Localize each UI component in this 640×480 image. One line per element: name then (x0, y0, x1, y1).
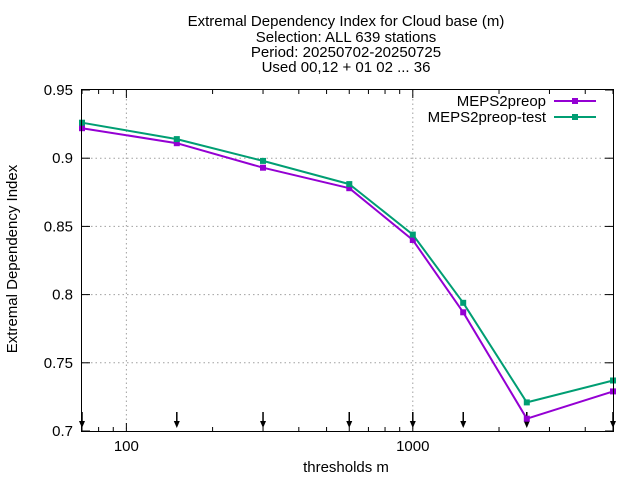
title-line-3: Period: 20250702-20250725 (251, 44, 441, 61)
title-line-1: Extremal Dependency Index for Cloud base… (188, 13, 505, 30)
x-axis-label: thresholds m (303, 459, 389, 476)
x-tick-label: 1000 (396, 438, 429, 455)
series-0 (79, 125, 616, 422)
legend-marker (572, 114, 578, 120)
plot-frame (81, 89, 614, 432)
threshold-arrow (460, 412, 467, 428)
title-line-2: Selection: ALL 639 stations (256, 29, 436, 46)
data-point (346, 181, 353, 188)
data-point (460, 309, 467, 316)
data-point (523, 399, 530, 406)
data-point (460, 299, 467, 306)
data-point (409, 237, 416, 243)
threshold-arrow (409, 412, 416, 428)
series-line (81, 127, 614, 420)
legend-entry-0: MEPS2preop (457, 93, 596, 110)
chart-title: Extremal Dependency Index for Cloud base… (188, 13, 505, 76)
data-point (523, 415, 530, 422)
series-line (81, 121, 614, 404)
y-tick-label: 0.9 (52, 150, 73, 167)
threshold-arrow (173, 412, 180, 428)
y-axis-label: Extremal Dependency Index (4, 164, 21, 353)
legend-entry-1: MEPS2preop-test (428, 109, 596, 126)
data-series (79, 119, 616, 422)
x-tick-label: 100 (114, 438, 139, 455)
data-point (173, 140, 180, 147)
threshold-arrow (346, 412, 353, 428)
legend-marker (572, 98, 578, 104)
legend-label: MEPS2preop (457, 93, 546, 110)
legend-label: MEPS2preop-test (428, 109, 547, 126)
data-point (346, 185, 353, 192)
y-tick-label: 0.7 (52, 423, 73, 440)
threshold-arrow (260, 412, 267, 428)
data-point (409, 231, 416, 238)
y-tick-label: 0.95 (44, 82, 73, 99)
data-point (173, 136, 180, 143)
y-tick-label: 0.85 (44, 218, 73, 235)
y-tick-label: 0.75 (44, 355, 73, 372)
data-point (260, 164, 266, 171)
grid-lines (82, 90, 613, 431)
y-axis-ticks: 0.7 0.75 0.8 0.85 0.9 0.95 (44, 82, 613, 440)
y-tick-label: 0.8 (52, 287, 73, 304)
title-line-4: Used 00,12 + 01 02 ... 36 (262, 59, 431, 76)
data-point (260, 157, 266, 164)
threshold-markers (79, 412, 616, 428)
